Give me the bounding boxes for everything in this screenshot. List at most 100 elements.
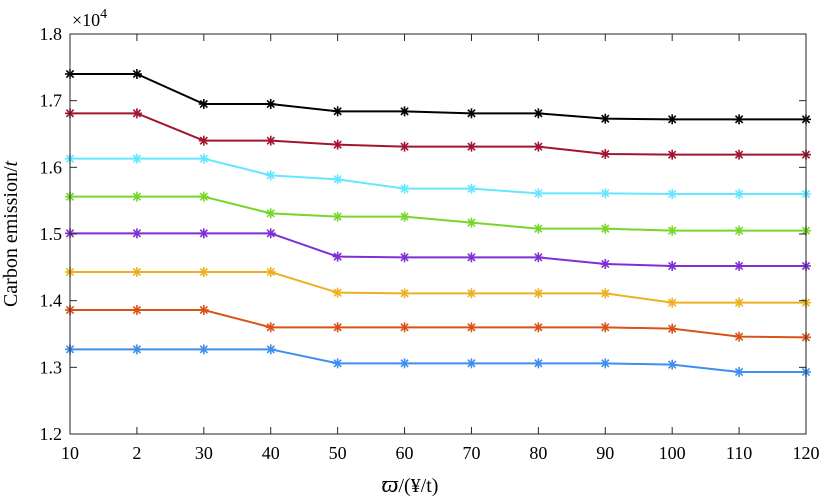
series-line — [70, 309, 807, 339]
data-point — [131, 305, 142, 315]
data-point — [533, 358, 544, 369]
data-point — [131, 108, 142, 119]
data-point — [198, 267, 209, 277]
x-axis-label: ϖ/(¥/t) — [382, 472, 439, 498]
series-5 — [65, 228, 811, 271]
data-point — [332, 322, 343, 333]
series-7 — [65, 305, 811, 343]
y-tick-label: 1.6 — [40, 157, 63, 177]
data-point — [600, 358, 611, 369]
data-point — [131, 344, 142, 355]
data-point — [466, 358, 477, 369]
data-point — [533, 188, 544, 199]
series-line — [70, 271, 806, 304]
x-tick-label: 110 — [726, 443, 752, 463]
x-tick-label: 80 — [529, 443, 547, 463]
data-point — [734, 225, 745, 236]
y-tick-label: 1.4 — [40, 291, 63, 311]
data-point — [600, 288, 611, 299]
series-line — [70, 232, 806, 267]
ticks-layer — [69, 33, 807, 435]
data-point — [466, 288, 477, 299]
data-point — [667, 359, 678, 370]
series-3 — [65, 153, 811, 199]
data-point — [265, 267, 276, 277]
data-point — [734, 331, 745, 342]
series-line — [70, 195, 806, 232]
data-point — [332, 174, 343, 185]
data-point — [198, 135, 209, 146]
y-tick-label: 1.5 — [40, 224, 63, 244]
data-point — [399, 358, 410, 369]
y-multiplier-label: ×104 — [72, 7, 107, 30]
y-tick-label: 1.7 — [40, 91, 63, 111]
data-point — [198, 153, 209, 164]
data-point — [466, 217, 477, 228]
x-tick-label: 2 — [132, 443, 141, 463]
series-1 — [65, 69, 811, 125]
data-point — [466, 141, 477, 152]
data-point — [399, 141, 410, 152]
data-point — [131, 153, 142, 164]
data-point — [332, 251, 343, 262]
data-point — [198, 99, 209, 109]
data-point — [332, 106, 343, 117]
data-point — [131, 228, 142, 239]
data-point — [667, 225, 678, 236]
data-point — [466, 322, 477, 333]
data-point — [399, 252, 410, 263]
data-point — [198, 191, 209, 202]
data-point — [131, 69, 142, 79]
series-line — [70, 348, 806, 373]
data-point — [600, 259, 611, 269]
data-point — [466, 183, 477, 194]
y-tick-label: 1.2 — [40, 424, 63, 444]
data-point — [734, 114, 745, 125]
data-point — [734, 149, 745, 160]
data-point — [667, 114, 678, 125]
series-layer — [65, 69, 811, 377]
x-tick-label: 40 — [262, 443, 280, 463]
series-line — [70, 112, 806, 156]
y-tick-label: 1.3 — [40, 357, 63, 377]
data-point — [600, 188, 611, 199]
data-point — [399, 288, 410, 299]
data-point — [332, 139, 343, 150]
labels-layer: 10 2 30 40 50 60 70 80 90 100 110 120 1.2 1.3 1.4 1.5 1.… — [40, 24, 820, 463]
data-point — [533, 223, 544, 234]
x-tick-label: 60 — [396, 443, 414, 463]
series-line — [70, 157, 806, 195]
x-tick-label: 90 — [596, 443, 614, 463]
data-point — [667, 149, 678, 160]
data-point — [667, 261, 678, 271]
data-point — [265, 170, 276, 181]
data-point — [265, 135, 276, 146]
data-point — [533, 141, 544, 152]
data-point — [533, 108, 544, 119]
x-tick-label: 70 — [462, 443, 480, 463]
data-point — [466, 108, 477, 119]
data-point — [667, 297, 678, 308]
data-point — [198, 228, 209, 239]
y-tick-label: 1.8 — [40, 24, 63, 44]
data-point — [600, 149, 611, 159]
data-point — [667, 323, 678, 334]
data-point — [399, 183, 410, 194]
x-tick-label: 10 — [61, 443, 79, 463]
data-point — [533, 322, 544, 333]
data-point — [198, 344, 209, 355]
series-8 — [65, 344, 811, 377]
data-point — [332, 287, 343, 298]
data-point — [600, 322, 611, 333]
data-point — [265, 228, 276, 239]
data-point — [600, 223, 611, 234]
data-point — [265, 208, 276, 219]
series-6 — [65, 267, 811, 308]
x-tick-label: 100 — [659, 443, 686, 463]
data-point — [131, 191, 142, 202]
series-2 — [65, 108, 811, 160]
data-point — [399, 106, 410, 117]
data-point — [399, 211, 410, 222]
data-point — [265, 344, 276, 355]
